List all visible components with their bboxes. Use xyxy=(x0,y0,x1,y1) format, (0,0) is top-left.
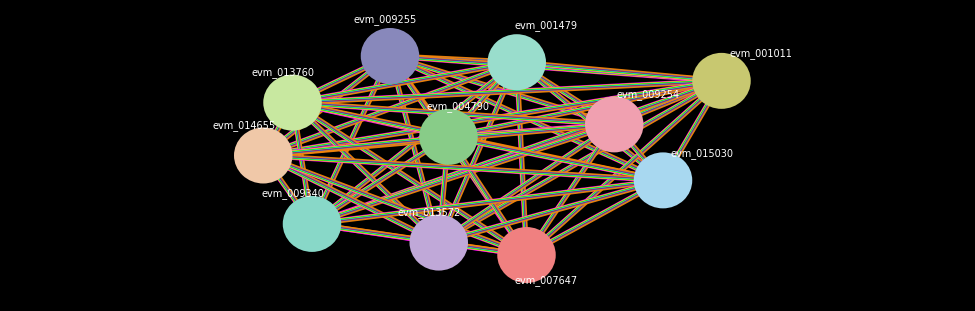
Ellipse shape xyxy=(488,34,546,90)
Text: evm_014655: evm_014655 xyxy=(213,120,275,131)
Ellipse shape xyxy=(419,109,478,165)
Ellipse shape xyxy=(361,28,419,84)
Ellipse shape xyxy=(410,215,468,271)
Ellipse shape xyxy=(692,53,751,109)
Text: evm_013572: evm_013572 xyxy=(398,207,460,218)
Text: evm_015030: evm_015030 xyxy=(671,148,733,159)
Text: evm_009254: evm_009254 xyxy=(617,89,680,100)
Text: evm_013760: evm_013760 xyxy=(252,67,314,78)
Text: evm_007647: evm_007647 xyxy=(515,275,577,286)
Ellipse shape xyxy=(263,75,322,131)
Ellipse shape xyxy=(585,96,644,152)
Text: evm_009340: evm_009340 xyxy=(261,188,324,199)
Ellipse shape xyxy=(634,152,692,208)
Text: evm_004790: evm_004790 xyxy=(427,101,489,112)
Text: evm_001011: evm_001011 xyxy=(729,48,792,59)
Ellipse shape xyxy=(497,227,556,283)
Ellipse shape xyxy=(234,128,292,183)
Text: evm_001479: evm_001479 xyxy=(515,20,577,31)
Ellipse shape xyxy=(283,196,341,252)
Text: evm_009255: evm_009255 xyxy=(354,14,416,25)
